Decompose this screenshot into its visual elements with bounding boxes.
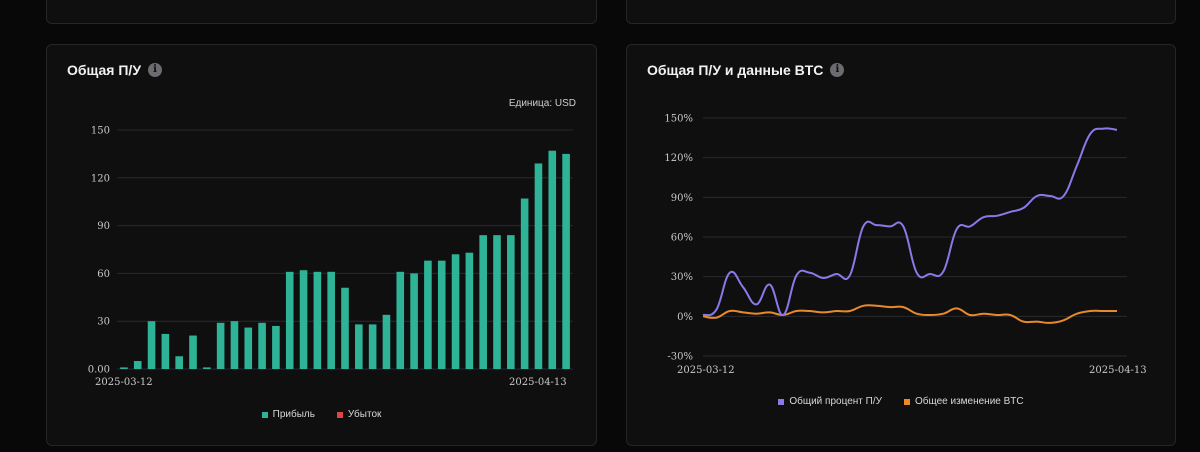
profit-bar [410,273,418,369]
pnl-btc-title-text: Общая П/У и данные BTC [647,62,824,78]
profit-bar [161,333,170,369]
profit-bar [244,327,253,369]
profit-bar [382,314,391,369]
y-tick-label: 120 [91,173,110,184]
legend-pnl-pct-swatch [778,398,785,405]
profit-bar [548,150,557,369]
y-tick-label: 30 [97,317,110,328]
info-icon[interactable]: i [830,63,845,77]
unit-label: Единица: USD [508,98,576,109]
profit-bar [299,270,308,369]
profit-bar [368,324,377,369]
y-tick-label: 60 [97,269,110,280]
profit-bar [203,367,211,369]
profit-bar [534,163,543,369]
y-tick-label: 0.00 [88,365,110,376]
profit-bar [562,153,570,369]
y-tick-label: 30% [671,272,693,283]
y-tick-label: 150 [91,126,110,137]
x-tick-start: 2025-03-12 [677,365,735,376]
y-tick-label: 90% [671,193,693,204]
legend-profit-label: Прибыль [272,409,315,420]
profit-bar [479,235,487,369]
profit-bar [327,271,335,369]
y-tick-label: 0% [677,312,693,323]
profit-bar [313,271,322,369]
total-pnl-legend: Прибыль Убыток [47,409,596,420]
legend-pnl-pct-label: Общий процент П/У [789,396,882,407]
profit-bar [258,322,266,369]
info-icon[interactable]: i [148,63,163,77]
pnl-btc-legend: Общий процент П/У Общее изменение BTC [627,396,1175,407]
profit-bar [216,322,225,369]
profit-bar [493,235,501,369]
profit-bar [437,260,446,369]
x-tick-end: 2025-04-13 [1089,365,1147,376]
profit-bar [396,271,405,369]
profit-bar [507,235,515,369]
profit-bar [465,252,474,369]
profit-bar [285,271,294,369]
legend-btc-label: Общее изменение BTC [914,396,1024,407]
y-tick-label: -30% [667,352,693,363]
profit-bar [272,325,280,369]
legend-profit-swatch [261,411,268,418]
legend-btc-swatch [903,398,910,405]
btc-change-line [702,304,1117,324]
profit-bar [120,367,128,369]
legend-loss-label: Убыток [347,409,382,420]
x-tick-end: 2025-04-13 [509,377,567,388]
pnl-percent-line [702,127,1118,317]
top-left-panel [46,0,597,24]
pnl-btc-title: Общая П/У и данные BTC i [647,62,845,78]
profit-bar [355,324,363,369]
legend-pnl-pct[interactable]: Общий процент П/У [778,396,882,407]
legend-profit[interactable]: Прибыль [261,409,315,420]
y-tick-label: 120% [664,153,693,164]
y-tick-label: 150% [664,114,693,125]
profit-bar [230,321,239,369]
total-pnl-card: Общая П/У i Единица: USD 150 120 90 60 30 0.0… [46,44,597,446]
profit-bar [175,356,183,369]
profit-bar [424,260,432,369]
x-tick-start: 2025-03-12 [95,377,153,388]
pnl-btc-card: Общая П/У и данные BTC i 150% 120% 90% 60% 3… [626,44,1176,446]
profit-bar [189,335,197,369]
y-tick-label: 60% [671,233,693,244]
legend-loss-swatch [336,411,343,418]
profit-bar [341,287,349,369]
pnl-btc-line-chart: 150% 120% 90% 60% 30% 0% -30% 2025-03-12 2025-04… [664,114,1147,377]
profit-bar [133,361,142,369]
profit-bar [451,254,460,369]
profit-bar [520,198,529,369]
total-pnl-title: Общая П/У i [67,62,163,78]
total-pnl-title-text: Общая П/У [67,62,142,78]
legend-loss[interactable]: Убыток [336,409,382,420]
legend-btc[interactable]: Общее изменение BTC [903,396,1024,407]
top-right-panel [626,0,1176,24]
profit-bar [147,321,156,369]
y-tick-label: 90 [97,221,110,232]
